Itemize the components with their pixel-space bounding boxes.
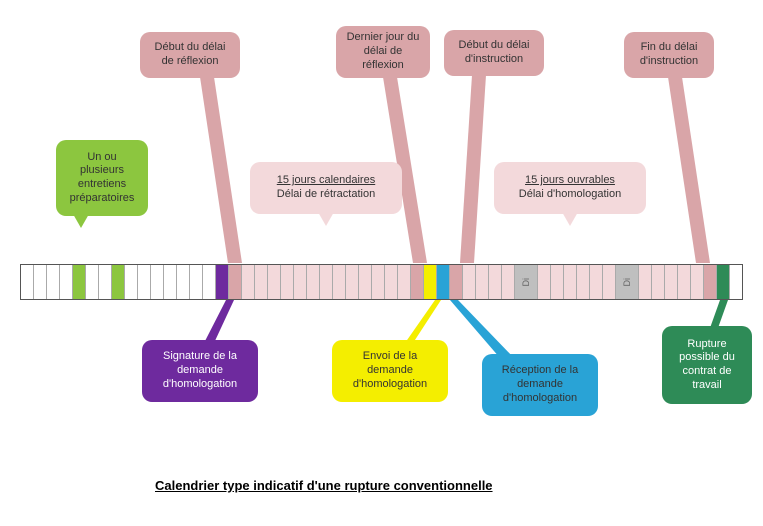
bubble-15j-ouvrables: 15 jours ouvrables Délai d'homologation	[494, 162, 646, 214]
timeline-cell	[216, 265, 229, 299]
subtitle: Délai de rétractation	[277, 188, 375, 202]
timeline-cell	[424, 265, 437, 299]
timeline-cell	[320, 265, 333, 299]
timeline-cell	[294, 265, 307, 299]
timeline-cell	[359, 265, 372, 299]
subtitle: Délai d'homologation	[519, 188, 621, 202]
long-tail-icon	[192, 77, 242, 264]
timeline: Di Di	[20, 264, 743, 300]
timeline-cell	[411, 265, 424, 299]
long-tail-icon	[460, 75, 494, 264]
timeline-cell	[502, 265, 515, 299]
bubble-text: Rupture possible du contrat de travail	[672, 338, 742, 393]
timeline-cell	[489, 265, 502, 299]
bubble-15j-calendaires: 15 jours calendaires Délai de rétractati…	[250, 162, 402, 214]
bubble-debut-instruction: Début du délai d'instruction	[444, 30, 544, 76]
timeline-cell	[86, 265, 99, 299]
timeline-cell	[372, 265, 385, 299]
timeline-cell	[99, 265, 112, 299]
timeline-cell	[21, 265, 34, 299]
tail-icon	[562, 212, 578, 226]
long-tail-icon	[668, 77, 712, 264]
timeline-cell	[203, 265, 216, 299]
bubble-text: Signature de la demande d'homologation	[152, 350, 248, 391]
timeline-cell	[164, 265, 177, 299]
timeline-cell	[229, 265, 242, 299]
timeline-cell	[665, 265, 678, 299]
title: 15 jours calendaires	[277, 174, 375, 188]
timeline-cell	[125, 265, 138, 299]
timeline-cell	[551, 265, 564, 299]
bubble-entretiens: Un ou plusieurs entretiens préparatoires	[56, 140, 148, 216]
timeline-cell	[190, 265, 203, 299]
bubble-text: Début du délai de réflexion	[150, 41, 230, 69]
bubble-envoi: Envoi de la demande d'homologation	[332, 340, 448, 402]
timeline-cell	[678, 265, 691, 299]
timeline-cell	[177, 265, 190, 299]
timeline-cell	[255, 265, 268, 299]
timeline-cell	[691, 265, 704, 299]
timeline-cell: Di	[515, 265, 538, 299]
timeline-cell	[307, 265, 320, 299]
timeline-cell	[385, 265, 398, 299]
timeline-cell	[47, 265, 60, 299]
timeline-cell	[398, 265, 411, 299]
timeline-cell	[268, 265, 281, 299]
tail-icon	[73, 214, 89, 228]
timeline-cell	[704, 265, 717, 299]
tail-icon	[318, 212, 334, 226]
bubble-text: Début du délai d'instruction	[454, 39, 534, 67]
timeline-cell	[73, 265, 86, 299]
timeline-cell	[590, 265, 603, 299]
bubble-text: Réception de la demande d'homologation	[492, 364, 588, 405]
bubble-text: Un ou plusieurs entretiens préparatoires	[66, 151, 138, 206]
bubble-dernier-jour: Dernier jour du délai de réflexion	[336, 26, 430, 78]
timeline-cell	[281, 265, 294, 299]
timeline-cell	[538, 265, 551, 299]
timeline-cell	[138, 265, 151, 299]
timeline-cell	[639, 265, 652, 299]
bubble-fin-instruction: Fin du délai d'instruction	[624, 32, 714, 78]
tail-up-icon	[405, 300, 441, 344]
timeline-cell	[437, 265, 450, 299]
timeline-cell	[333, 265, 346, 299]
bubble-text: Fin du délai d'instruction	[634, 41, 704, 69]
timeline-cell	[603, 265, 616, 299]
timeline-cell	[60, 265, 73, 299]
timeline-cell	[564, 265, 577, 299]
caption: Calendrier type indicatif d'une rupture …	[155, 478, 493, 493]
timeline-cell	[476, 265, 489, 299]
timeline-cell	[652, 265, 665, 299]
bubble-reception: Réception de la demande d'homologation	[482, 354, 598, 416]
tail-up-icon	[450, 300, 516, 360]
timeline-cell	[450, 265, 463, 299]
timeline-cell	[717, 265, 730, 299]
title: 15 jours ouvrables	[525, 174, 615, 188]
tail-up-icon	[204, 300, 234, 344]
timeline-cell	[463, 265, 476, 299]
timeline-cell	[577, 265, 590, 299]
timeline-cell	[346, 265, 359, 299]
bubble-text: Dernier jour du délai de réflexion	[346, 31, 420, 72]
timeline-cell	[242, 265, 255, 299]
timeline-cell	[112, 265, 125, 299]
timeline-cell	[730, 265, 742, 299]
timeline-cell	[34, 265, 47, 299]
timeline-cell: Di	[616, 265, 639, 299]
bubble-signature: Signature de la demande d'homologation	[142, 340, 258, 402]
bubble-debut-reflexion: Début du délai de réflexion	[140, 32, 240, 78]
timeline-cell	[151, 265, 164, 299]
bubble-rupture: Rupture possible du contrat de travail	[662, 326, 752, 404]
bubble-text: Envoi de la demande d'homologation	[342, 350, 438, 391]
